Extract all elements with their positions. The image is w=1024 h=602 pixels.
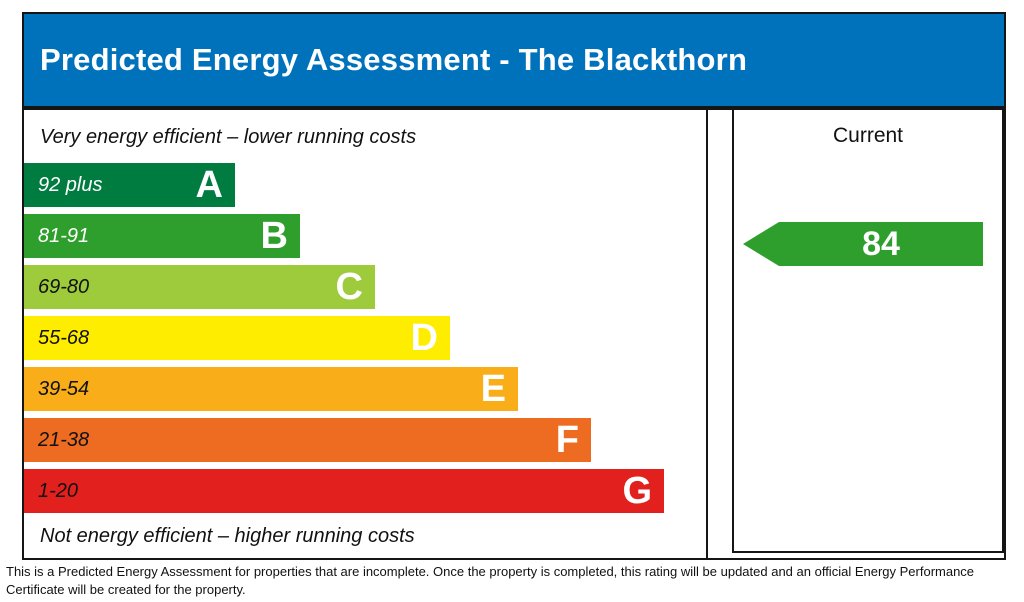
- page-title: Predicted Energy Assessment - The Blackt…: [40, 42, 748, 77]
- epc-chart-box: Very energy efficient – lower running co…: [22, 108, 1006, 560]
- band-row-f: 21-38 F: [24, 418, 706, 462]
- band-b-range: 81-91: [38, 224, 90, 247]
- band-f: 21-38 F: [24, 418, 591, 462]
- band-c-letter: C: [335, 266, 363, 308]
- band-row-c: 69-80 C: [24, 265, 706, 309]
- header: Predicted Energy Assessment - The Blackt…: [22, 12, 1006, 108]
- band-row-a: 92 plus A: [24, 163, 706, 207]
- band-b: 81-91 B: [24, 214, 300, 258]
- current-rating-arrow: 84: [743, 222, 983, 266]
- band-row-d: 55-68 D: [24, 316, 706, 360]
- band-g: 1-20 G: [24, 469, 664, 513]
- rating-scale-panel: Very energy efficient – lower running co…: [24, 110, 708, 558]
- current-rating-value: 84: [862, 224, 900, 263]
- band-c: 69-80 C: [24, 265, 375, 309]
- current-column-header: Current: [832, 124, 904, 147]
- band-row-e: 39-54 E: [24, 367, 706, 411]
- rating-bands: 92 plus A 81-91 B 69-80 C: [24, 163, 706, 513]
- band-e: 39-54 E: [24, 367, 518, 411]
- bottom-caption: Not energy efficient – higher running co…: [40, 525, 415, 547]
- band-c-range: 69-80: [38, 275, 90, 298]
- band-g-letter: G: [622, 470, 652, 512]
- band-e-letter: E: [480, 368, 506, 410]
- band-d: 55-68 D: [24, 316, 450, 360]
- band-e-range: 39-54: [38, 377, 90, 400]
- band-f-letter: F: [555, 419, 579, 461]
- band-a: 92 plus A: [24, 163, 235, 207]
- band-g-range: 1-20: [38, 479, 79, 502]
- band-d-range: 55-68: [38, 326, 90, 349]
- current-column: Current 84: [732, 110, 1004, 553]
- band-f-range: 21-38: [38, 428, 90, 451]
- footer-note: This is a Predicted Energy Assessment fo…: [6, 564, 975, 597]
- band-row-b: 81-91 B: [24, 214, 706, 258]
- top-caption: Very energy efficient – lower running co…: [40, 126, 417, 148]
- band-d-letter: D: [410, 317, 438, 359]
- band-b-letter: B: [260, 215, 288, 257]
- band-a-letter: A: [195, 164, 223, 206]
- band-a-range: 92 plus: [38, 173, 103, 196]
- band-row-g: 1-20 G: [24, 469, 706, 513]
